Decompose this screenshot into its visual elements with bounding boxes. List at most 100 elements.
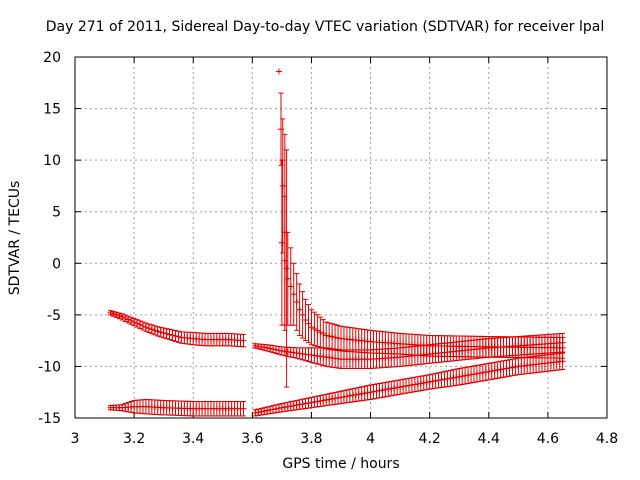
- data-point: [240, 333, 247, 348]
- data-point: [110, 310, 117, 317]
- data-point: [497, 360, 504, 379]
- x-tick-label: 4.8: [596, 431, 618, 447]
- data-point: [506, 359, 513, 377]
- data-point: [290, 262, 297, 326]
- data-point: [379, 382, 386, 398]
- data-point: [482, 363, 489, 381]
- data-point: [163, 328, 170, 340]
- data-point: [145, 323, 152, 334]
- data-point: [326, 322, 333, 350]
- data-point: [488, 362, 495, 380]
- data-point: [397, 379, 404, 395]
- data-point: [122, 314, 129, 322]
- data-point: [296, 283, 303, 336]
- data-point: [160, 327, 167, 339]
- data-point: [370, 383, 377, 400]
- data-point: [388, 380, 395, 397]
- data-point: [373, 383, 380, 399]
- data-point: [320, 394, 327, 407]
- data-point: [275, 68, 282, 75]
- y-tick-label: 15: [43, 102, 61, 118]
- y-tick-label: -15: [38, 411, 61, 427]
- data-point: [278, 403, 285, 413]
- data-point: [287, 247, 294, 326]
- data-point: [148, 324, 155, 335]
- data-point: [329, 323, 336, 351]
- data-point: [314, 395, 321, 408]
- data-point: [142, 322, 149, 332]
- data-point: [346, 388, 353, 403]
- data-point: [349, 388, 356, 403]
- data-point: [403, 378, 410, 394]
- data-point: [479, 363, 486, 382]
- data-point: [293, 399, 300, 411]
- data-point: [335, 324, 342, 352]
- data-point: [485, 362, 492, 381]
- x-tick-label: 3: [71, 431, 80, 447]
- data-point: [405, 377, 412, 394]
- data-point: [305, 397, 312, 409]
- data-point: [335, 391, 342, 405]
- data-point: [113, 311, 120, 318]
- data-point: [432, 372, 439, 389]
- data-point: [311, 311, 318, 347]
- data-point: [361, 385, 368, 401]
- data-point: [376, 382, 383, 399]
- data-point: [435, 372, 442, 389]
- data-point: [417, 375, 424, 392]
- data-point: [338, 390, 344, 405]
- data-point: [459, 367, 466, 385]
- data-point: [476, 364, 483, 382]
- data-point: [261, 344, 268, 351]
- data-point: [169, 329, 176, 342]
- x-tick-label: 4.4: [478, 431, 500, 447]
- data-point: [317, 395, 324, 407]
- data-point: [323, 321, 330, 350]
- y-tick-label: 10: [43, 153, 61, 169]
- data-point: [264, 344, 271, 352]
- data-point: [128, 316, 135, 325]
- data-point: [358, 386, 365, 402]
- data-point: [267, 405, 274, 415]
- data-point: [172, 330, 179, 342]
- data-point: [175, 330, 182, 343]
- data-point: [308, 396, 315, 409]
- data-point: [559, 352, 566, 371]
- x-tick-label: 3.8: [300, 431, 322, 447]
- data-point: [441, 371, 448, 388]
- data-point: [509, 358, 516, 377]
- data-point: [408, 377, 415, 393]
- data-point: [302, 298, 309, 342]
- data-point: [465, 366, 472, 384]
- data-point: [139, 321, 146, 331]
- y-tick-label: 5: [52, 205, 61, 221]
- x-tick-label: 4.6: [537, 431, 559, 447]
- data-point: [272, 345, 279, 354]
- x-tick-label: 4: [366, 431, 375, 447]
- data-point: [400, 378, 407, 395]
- data-point: [355, 386, 362, 402]
- plot-frame: [74, 56, 608, 419]
- data-point: [320, 319, 327, 349]
- data-point: [391, 380, 398, 396]
- data-point: [364, 385, 371, 401]
- data-point: [340, 390, 347, 404]
- data-point: [284, 231, 291, 326]
- data-point: [503, 359, 510, 378]
- data-point: [438, 371, 445, 388]
- data-point: [462, 366, 469, 385]
- data-point: [385, 381, 392, 397]
- data-point: [471, 365, 477, 383]
- x-tick-label: 3.2: [123, 431, 145, 447]
- data-point: [426, 374, 433, 390]
- data-point: [116, 312, 123, 320]
- axis-ticks: 3 3.2 3.4 3.6 3.8 4 4.2 4.4 4.6 4.8 -15 -10 -5 0 5 10 15…: [38, 50, 618, 447]
- data-point: [447, 369, 454, 387]
- data-point: [134, 319, 141, 328]
- data-point: [326, 393, 333, 406]
- data-point: [299, 398, 306, 410]
- data-point: [491, 361, 498, 380]
- data-point: [311, 396, 318, 408]
- data-point: [423, 374, 430, 391]
- data-point: [332, 391, 339, 405]
